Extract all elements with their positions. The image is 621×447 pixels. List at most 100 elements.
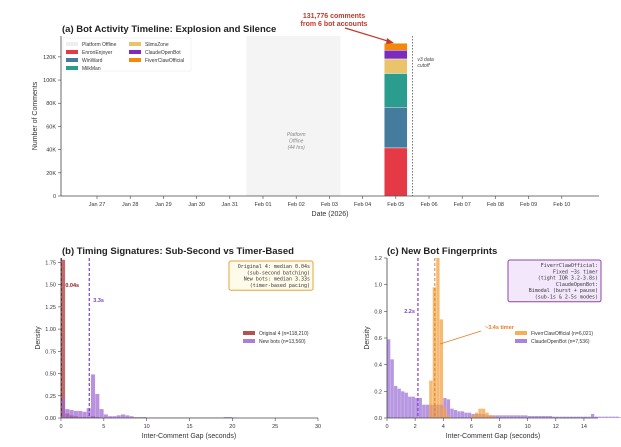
hist-bar [573,416,577,418]
hist-bar [112,416,117,418]
x-tick-label: Feb 02 [288,202,305,208]
y-tick-label: 1.75 [45,260,56,266]
hist-bar [425,404,429,418]
legend-label: EnronEnjoyer [82,50,113,56]
hist-bar [594,416,598,418]
hist-bar [446,399,451,418]
hist-bar [615,416,619,418]
hist-bar [580,416,584,418]
hist-bar [545,416,549,418]
legend-swatch [66,50,78,54]
legend-label: MilkMan [82,66,101,72]
x-tick-label: 25 [272,424,278,430]
hist-bar [436,258,440,418]
offline-label-line: Offline [289,139,304,145]
x-tick-label: Feb 04 [354,202,371,208]
hist-bar [566,416,570,418]
hist-bar [562,416,567,418]
hist-bar [120,414,126,418]
legend-swatch [66,66,78,70]
info-box-line: FiverrClawOfficial: [541,263,598,269]
y-tick-label: 1.25 [45,305,56,311]
y-tick-label: 60K [46,124,56,130]
panel-b-timing: (b) Timing Signatures: Sub-Second vs Tim… [35,246,321,440]
x-tick-label: 0 [385,424,388,430]
hist-bar [78,410,83,418]
hist-bar [432,287,437,418]
legend-label: ClaudeOpenBot (n=7,536) [531,339,590,345]
x-tick-label: Feb 01 [254,202,271,208]
hist-bar [496,415,500,418]
x-tick-label: Feb 05 [387,202,404,208]
hist-bar [228,417,233,418]
hist-bar [394,386,398,418]
x-tick-label: 10 [525,424,531,430]
x-tick-label: Feb 08 [487,202,504,208]
x-tick-label: 2 [414,424,417,430]
legend-label: Platform Offline [82,42,117,48]
hist-bar [69,410,74,418]
legend-label: FiverrClawOfficial (n=6,021) [531,331,593,337]
hist-bar [142,417,147,418]
offline-label-line: (44 hrs) [288,145,306,151]
hist-bar [401,391,405,418]
hist-bar [538,416,542,418]
hist-bar [429,380,433,418]
info-box-line: (sub-1s & 2-5s modes) [535,295,598,301]
hist-bar [598,416,602,418]
bar-segment-slimszone [384,58,408,74]
x-axis-ticks: 0 2 4 6 8 10 12 14 [385,418,587,430]
hist-bar [608,416,612,418]
y-tick-label: 0.8 [374,309,382,315]
hist-bar [411,396,415,418]
hist-bar [559,416,563,418]
x-tick-label: 30 [315,424,321,430]
y-axis-ticks: 0.00 0.25 0.50 0.75 1.00 1.25 1.50 1.75 [45,260,61,422]
y-tick-label: 0.4 [374,363,382,369]
platform-offline-span [246,36,341,196]
info-box-line: Bimodal (burst + pause) [529,288,598,294]
hist-bar [548,416,553,418]
hist-bar [499,415,503,418]
hist-bar [443,407,447,418]
offline-label-line: Platform [287,132,306,138]
bar-segment-claudeopenbot [384,49,408,60]
y-tick-label: 0.6 [374,336,382,342]
hist-bar [612,416,616,418]
annotation-line: from 6 bot accounts [301,21,368,28]
legend-swatch [129,58,141,62]
legend: Original 4 (n=118,210) New bots (n=13,560… [243,331,309,345]
histogram-bars [387,258,621,418]
y-tick-label: 1.2 [374,256,382,262]
hist-bar [133,417,138,418]
y-tick-label: 40K [46,148,56,154]
legend-label: SlimsZone [145,42,169,48]
legend: Platform Offline EnronEnjoyer WinWard MilkM… [62,37,192,72]
y-axis-label: Number of Comments [32,81,39,150]
y-tick-label: 0.0 [374,416,382,422]
legend-swatch [243,331,255,335]
x-tick-label: 5 [102,424,105,430]
bar-segment-enronenjoyer [384,147,408,197]
legend-label: ClaudeOpenBot [145,50,181,56]
annotation-line: 131,776 comments [303,13,365,20]
legend-label: Original 4 (n=118,210) [259,331,309,337]
hist-bar [534,416,539,418]
x-tick-label: Feb 06 [420,202,437,208]
x-axis-label: Inter-Comment Gap (seconds) [142,433,237,440]
y-tick-label: 0 [53,194,56,200]
bar-segment-winward [384,107,408,149]
hist-bar [510,415,514,418]
x-axis-ticks: Jan 27 Jan 28 Jan 29 Jan 30 Jan 31 Feb 01 Feb … [89,196,570,208]
y-tick-label: 0.50 [45,372,56,378]
hist-bar [95,394,100,418]
histogram-bars [61,259,237,418]
y-tick-label: 20K [46,171,56,177]
x-tick-label: 10 [144,424,150,430]
x-tick-label: Jan 30 [188,202,205,208]
hist-bar [583,416,588,418]
panel-a-timeline: (a) Bot Activity Timeline: Explosion and… [32,13,599,218]
hist-bar [418,398,422,418]
